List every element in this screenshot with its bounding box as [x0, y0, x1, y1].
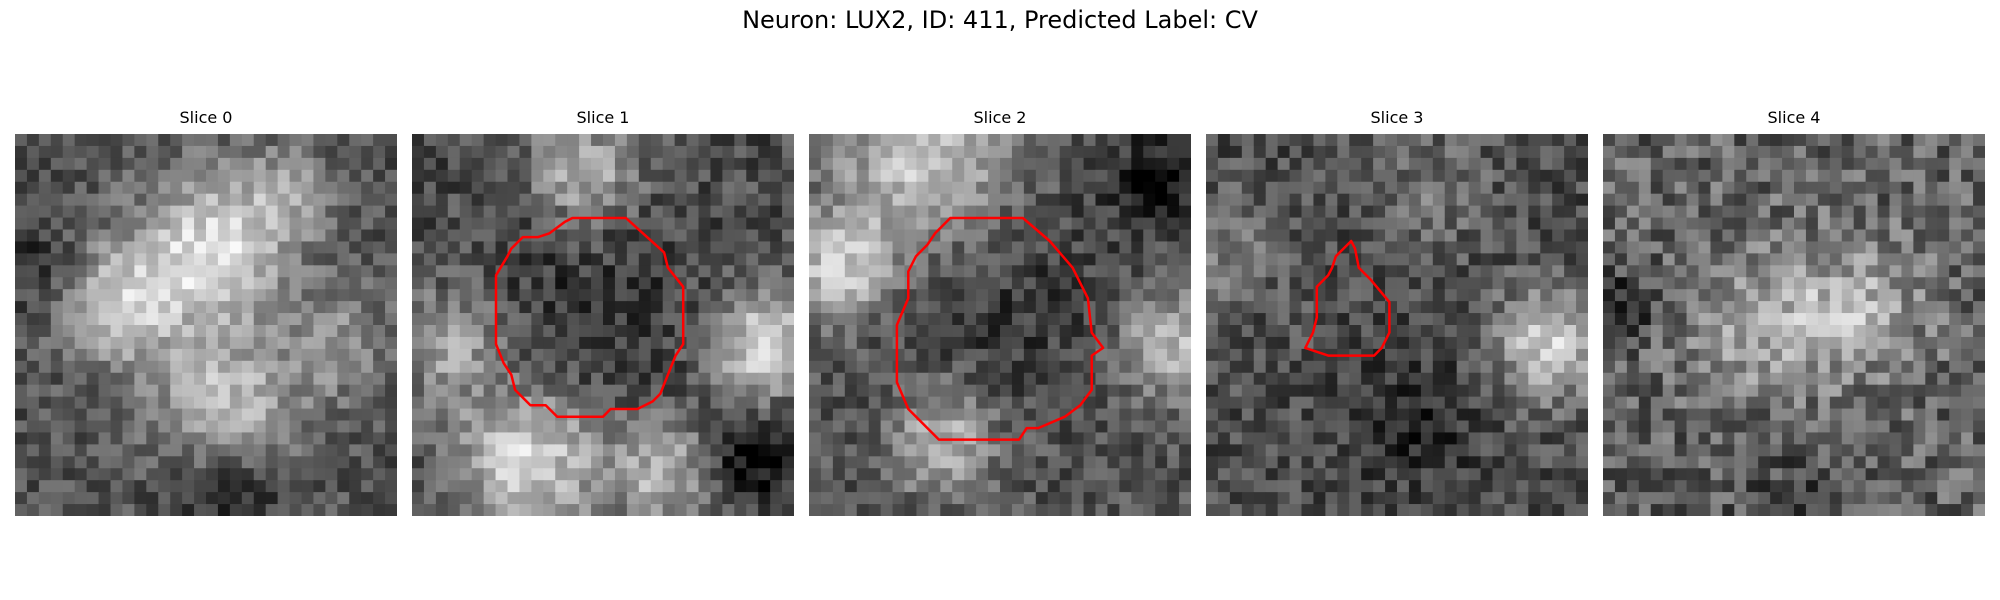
pixel-grid	[15, 134, 397, 516]
slice-title: Slice 1	[576, 108, 630, 127]
slice-title: Slice 0	[179, 108, 233, 127]
slice-3-image	[1206, 134, 1588, 516]
cell-outline	[494, 216, 685, 418]
slice-image	[412, 134, 794, 516]
slice-4-image	[1603, 134, 1985, 516]
pixel-grid	[412, 134, 794, 516]
slice-title: Slice 4	[1767, 108, 1821, 127]
pixel-grid	[1603, 134, 1985, 516]
slice-1-image	[412, 134, 794, 516]
slice-image	[1206, 134, 1588, 516]
slice-title: Slice 3	[1370, 108, 1424, 127]
slice-title: Slice 2	[973, 108, 1027, 127]
figure-title: Neuron: LUX2, ID: 411, Predicted Label: …	[742, 6, 1258, 34]
slice-2-image	[809, 134, 1191, 516]
pixel-grid	[1206, 134, 1588, 516]
cell-outline	[1304, 239, 1391, 357]
pixel-grid	[809, 134, 1191, 516]
slice-image	[1603, 134, 1985, 516]
slice-image	[15, 134, 397, 516]
slice-image	[809, 134, 1191, 516]
cell-outline	[895, 216, 1105, 441]
slice-0-image	[15, 134, 397, 516]
